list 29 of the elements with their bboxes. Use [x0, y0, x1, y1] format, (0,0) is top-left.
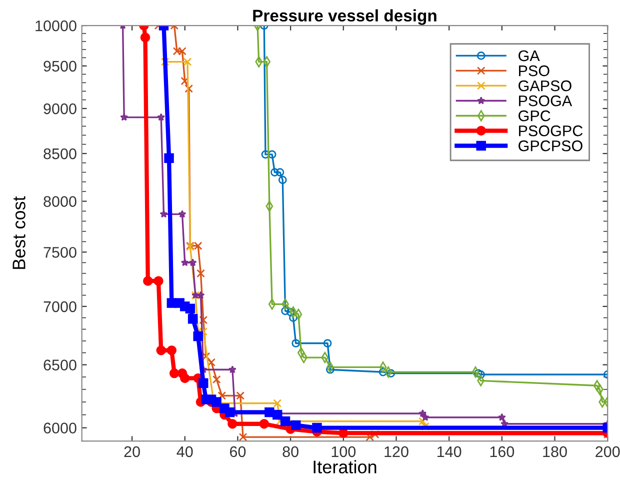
legend-label: PSOGA	[519, 95, 572, 106]
x-tick-label: 80	[282, 446, 298, 458]
y-tick-label: 6500	[44, 360, 76, 370]
y-tick-label: 9500	[44, 60, 76, 72]
legend-label: GA	[518, 50, 540, 62]
x-tick-label: 180	[543, 446, 567, 458]
y-tick-label: 8500	[44, 148, 76, 160]
x-tick-label: 20	[124, 446, 140, 458]
y-tick-label: 7500	[44, 246, 76, 258]
x-tick-label: 40	[176, 446, 193, 458]
x-tick-label: 120	[384, 446, 408, 458]
x-tick-label: 140	[438, 446, 462, 458]
y-tick-label: 6000	[44, 422, 76, 434]
legend-label: PSO	[519, 65, 550, 76]
y-tick-label: 7000	[44, 301, 76, 312]
y-tick-label: 10000	[36, 20, 76, 32]
x-tick-label: 200	[596, 446, 620, 458]
y-axis-title: Best cost	[12, 196, 26, 269]
chart-title: Pressure vessel design	[253, 9, 436, 25]
legend-label: PSOGPC	[519, 125, 583, 136]
legend-label: GAPSO	[518, 80, 572, 92]
y-tick-label: 9000	[44, 103, 76, 114]
x-axis-title: Iteration	[314, 460, 376, 474]
legend-label: GPC	[518, 110, 550, 122]
x-tick-label: 60	[230, 446, 246, 458]
y-tick-label: 8000	[44, 196, 76, 207]
legend-label: GPCPSO	[518, 140, 582, 152]
x-tick-label: 160	[490, 446, 514, 458]
x-tick-label: 100	[332, 446, 356, 458]
